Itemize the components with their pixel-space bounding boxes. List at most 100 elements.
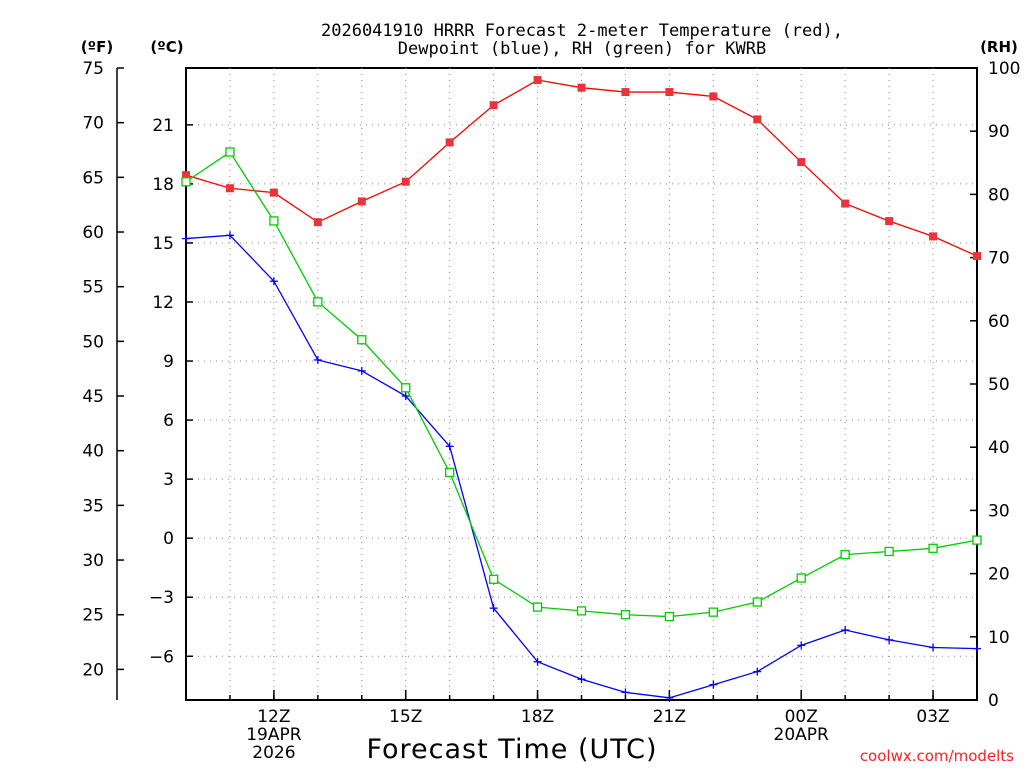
f-axis-tick-label: 55 [82, 278, 104, 298]
temperature-point [269, 188, 278, 197]
f-axis-tick-label: 40 [82, 442, 104, 462]
c-axis-tick-label: −6 [149, 647, 174, 667]
rh-point [708, 607, 718, 617]
rh-axis-tick-label: 80 [988, 185, 1010, 205]
rh-point [225, 147, 235, 157]
rh-point [576, 606, 587, 616]
rh-line [185, 151, 978, 618]
temperature-point [577, 83, 586, 92]
temperature-point [489, 101, 498, 110]
rh-axis-tick-label: 60 [988, 312, 1010, 332]
rh-axis-tick-label: 90 [988, 122, 1010, 142]
dewpoint-point [357, 366, 366, 375]
rh-point [357, 335, 367, 345]
rh-point [181, 177, 191, 187]
temperature-point [709, 92, 718, 101]
temperature-point [225, 184, 234, 193]
temperature-point [313, 218, 322, 227]
rh-point [664, 611, 675, 622]
dewpoint-point [401, 392, 410, 401]
dewpoint-point [489, 604, 498, 613]
dewpoint-line [185, 234, 978, 699]
c-axis-tick-label: 9 [163, 352, 174, 372]
temperature-point [357, 197, 366, 206]
x-axis-tick-label: 21Z [653, 707, 686, 727]
f-axis-tick-label: 25 [82, 606, 104, 626]
x-axis-tick-label: 19APR [246, 725, 302, 745]
chart-title-line1: 2026041910 HRRR Forecast 2-meter Tempera… [321, 21, 843, 41]
rh-point [752, 597, 762, 607]
temperature-point [533, 76, 542, 85]
x-axis-label: Forecast Time (UTC) [366, 734, 657, 765]
x-axis-tick-label: 12Z [257, 707, 290, 727]
x-axis-tick-label: 2026 [252, 743, 295, 763]
series-layer [181, 76, 982, 702]
c-axis-tick-label: 3 [163, 470, 174, 490]
rh-axis-tick-label: 0 [988, 691, 999, 711]
dewpoint-point [577, 675, 586, 684]
credit-text: coolwx.com/modelts [860, 747, 1014, 765]
dewpoint-point [885, 635, 894, 644]
temperature-point [929, 232, 938, 241]
f-axis-tick-label: 65 [82, 168, 104, 188]
dewpoint-point [709, 680, 718, 689]
f-axis-tick-label: 50 [82, 332, 104, 352]
dewpoint-point [973, 644, 981, 653]
temperature-point [973, 252, 981, 261]
temperature-point [401, 177, 410, 186]
x-axis-tick-label: 15Z [389, 707, 422, 727]
rh-point [401, 383, 411, 393]
rh-point [532, 602, 543, 612]
c-axis-tick-label: 6 [163, 411, 174, 431]
rh-axis-tick-label: 50 [988, 375, 1010, 395]
rh-point [445, 467, 455, 478]
unit-label-celsius: (ºC) [150, 38, 183, 56]
rh-axis-tick-label: 30 [988, 501, 1010, 521]
dewpoint-point [533, 657, 542, 666]
unit-label-rh: (RH) [980, 38, 1018, 56]
dewpoint-point [929, 643, 938, 652]
f-axis-tick-label: 70 [82, 114, 104, 134]
c-axis-tick-label: 18 [152, 175, 174, 195]
rh-axis-tick-label: 70 [988, 249, 1010, 269]
chart-title-line2: Dewpoint (blue), RH (green) for KWRB [398, 39, 766, 59]
temperature-point [665, 88, 674, 97]
temperature-point [841, 199, 850, 208]
plot-frame [185, 67, 978, 701]
rh-axis-tick-label: 100 [988, 59, 1020, 79]
axes: 20 25 30 35 40 45 50 55 60 65 70 75 −6 −3 0 3 6 9 12 15 18 21… [82, 59, 1020, 763]
x-axis-tick-label: 18Z [521, 707, 554, 727]
rh-axis-tick-label: 10 [988, 628, 1010, 648]
temperature-point [445, 138, 454, 147]
dewpoint-point [313, 355, 322, 364]
dewpoint-point [269, 277, 278, 286]
f-axis-tick-label: 75 [82, 59, 104, 79]
rh-point [620, 610, 631, 620]
dewpoint-point [182, 234, 190, 243]
grid-lines [186, 68, 977, 700]
x-axis-tick-label: 00Z [785, 707, 818, 727]
dewpoint-point [753, 667, 762, 676]
c-axis-tick-label: 15 [152, 234, 174, 254]
dewpoint-point [797, 641, 806, 650]
temperature-point [885, 217, 894, 226]
f-axis-tick-label: 60 [82, 223, 104, 243]
temperature-point [797, 158, 806, 167]
f-axis-tick-label: 30 [82, 551, 104, 571]
c-axis-tick-label: −3 [149, 588, 174, 608]
x-axis-tick-label: 03Z [916, 707, 949, 727]
rh-point [796, 573, 806, 583]
c-axis-tick-label: 12 [152, 293, 174, 313]
f-axis-tick-label: 20 [82, 660, 104, 680]
temperature-point [621, 88, 630, 97]
dewpoint-point [841, 626, 850, 635]
c-axis-tick-label: 21 [152, 116, 174, 136]
rh-axis-tick-label: 40 [988, 438, 1010, 458]
rh-point [840, 549, 850, 560]
x-axis-tick-label: 20APR [774, 725, 830, 745]
rh-axis-tick-label: 20 [988, 565, 1010, 585]
dewpoint-point [445, 442, 454, 451]
temperature-point [753, 115, 762, 124]
rh-point [884, 546, 894, 557]
